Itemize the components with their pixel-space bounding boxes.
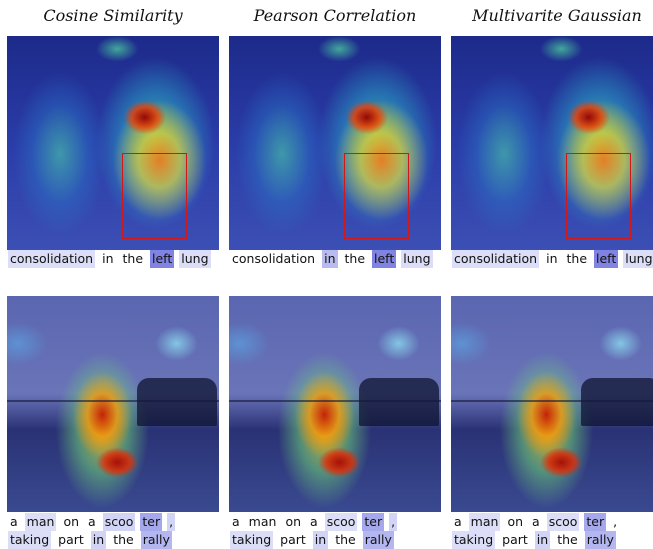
token: left [150, 250, 174, 268]
heatmap-xray [229, 36, 441, 250]
token: the [555, 531, 580, 549]
token: taking [8, 531, 51, 549]
token: scoo [547, 513, 580, 531]
token: man [469, 513, 501, 531]
heatmap-street [451, 296, 653, 512]
token: on [505, 513, 525, 531]
token: , [389, 513, 397, 531]
railing [451, 400, 653, 402]
token: man [247, 513, 279, 531]
token: rally [585, 531, 616, 549]
heatmap-street [229, 296, 441, 512]
token: on [283, 513, 303, 531]
token: a [308, 513, 320, 531]
token: the [121, 250, 146, 268]
token: consolidation [8, 250, 95, 268]
heatmap-xray [451, 36, 653, 250]
token: taking [230, 531, 273, 549]
region-box [344, 153, 409, 239]
token: lung [401, 250, 432, 268]
token: in [313, 531, 328, 549]
token: part [500, 531, 530, 549]
token: man [25, 513, 57, 531]
crowd [581, 378, 653, 426]
token: a [530, 513, 542, 531]
token: scoo [103, 513, 136, 531]
crowd [359, 378, 439, 426]
token: a [230, 513, 242, 531]
token: on [61, 513, 81, 531]
token: a [452, 513, 464, 531]
token: a [8, 513, 20, 531]
token: left [372, 250, 396, 268]
heatmap-street [7, 296, 219, 512]
region-box [122, 153, 187, 239]
figure: {"columns": [ {"title": "Cosine Similari… [0, 0, 653, 545]
token: ter [584, 513, 606, 531]
token: the [111, 531, 136, 549]
token: in [91, 531, 106, 549]
token: lung [179, 250, 210, 268]
token: in [322, 250, 337, 268]
token: part [56, 531, 86, 549]
token: ter [140, 513, 162, 531]
token: in [100, 250, 115, 268]
token: in [535, 531, 550, 549]
token: in [544, 250, 559, 268]
railing [229, 400, 441, 402]
token: part [278, 531, 308, 549]
token: the [565, 250, 590, 268]
token: a [86, 513, 98, 531]
column-title: Multivarite Gaussian [451, 6, 653, 25]
token: lung [623, 250, 653, 268]
token: rally [141, 531, 172, 549]
heatmap-xray [7, 36, 219, 250]
token: the [343, 250, 368, 268]
column-title: Cosine Similarity [7, 6, 219, 25]
column-title: Pearson Correlation [229, 6, 441, 25]
token: rally [363, 531, 394, 549]
crowd [137, 378, 217, 426]
token: consolidation [452, 250, 539, 268]
token: , [167, 513, 175, 531]
token: the [333, 531, 358, 549]
railing [7, 400, 219, 402]
token: left [594, 250, 618, 268]
token: ter [362, 513, 384, 531]
token: scoo [325, 513, 358, 531]
token: consolidation [230, 250, 317, 268]
token: taking [452, 531, 495, 549]
token: , [611, 513, 619, 531]
region-box [566, 153, 631, 239]
